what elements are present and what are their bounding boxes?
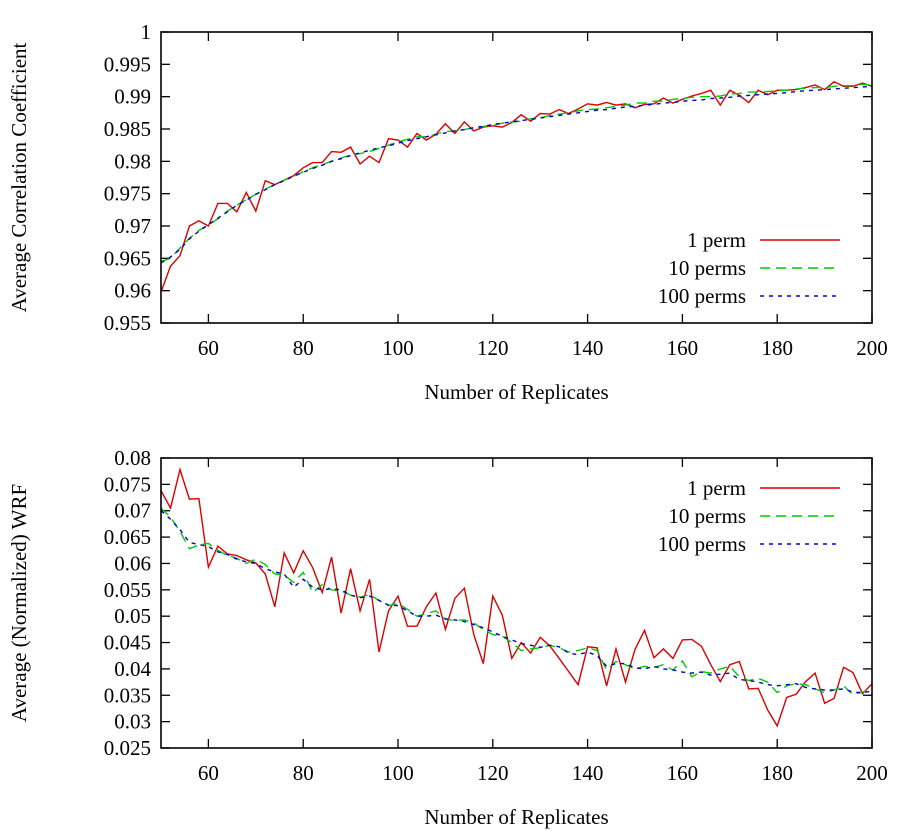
x-tick-label: 180 (761, 761, 793, 785)
y-tick-label: 0.025 (104, 736, 151, 760)
series-line-1-perm (161, 80, 872, 293)
x-tick-label: 60 (198, 761, 219, 785)
legend-label: 10 perms (668, 504, 746, 528)
x-tick-label: 160 (667, 336, 699, 360)
y-tick-label: 0.035 (104, 683, 151, 707)
y-tick-label: 0.97 (114, 214, 151, 238)
y-tick-label: 0.975 (104, 182, 151, 206)
legend-label: 100 perms (658, 532, 746, 556)
y-tick-label: 0.075 (104, 472, 151, 496)
x-tick-label: 60 (198, 336, 219, 360)
x-tick-label: 80 (293, 761, 314, 785)
y-tick-label: 0.045 (104, 631, 151, 655)
y-tick-label: 0.07 (114, 499, 151, 523)
x-axis-title: Number of Replicates (424, 805, 608, 829)
top-chart-correlation: 0.955 0.96 0.965 0.97 0.975 0.98 0.985 0.99 0.99… (7, 20, 888, 404)
legend-label: 1 perm (687, 476, 746, 500)
plot-frame (160, 31, 873, 324)
y-tick-label: 0.96 (114, 279, 151, 303)
series-line-1-perm (161, 467, 872, 728)
series-line-10-perms (161, 83, 872, 263)
legend-label: 100 perms (658, 284, 746, 308)
y-axis-title: Average Correlation Coefficient (7, 42, 31, 312)
x-axis-title: Number of Replicates (424, 380, 608, 404)
y-tick-label: 0.995 (104, 52, 151, 76)
y-tick-label: 0.965 (104, 246, 151, 270)
y-tick-label: 0.955 (104, 311, 151, 335)
y-axis-title: Average (Normalized) WRF (7, 484, 31, 722)
legend-label: 1 perm (687, 228, 746, 252)
y-tick-label: 0.04 (114, 657, 151, 681)
y-tick-label: 1 (141, 20, 152, 44)
x-tick-label: 120 (477, 336, 509, 360)
y-tick-label: 0.99 (114, 85, 151, 109)
x-tick-label: 100 (382, 336, 414, 360)
x-tick-label: 100 (382, 761, 414, 785)
y-tick-label: 0.985 (104, 117, 151, 141)
y-tick-label: 0.05 (114, 604, 151, 628)
legend-label: 10 perms (668, 256, 746, 280)
x-tick-label: 160 (667, 761, 699, 785)
x-tick-label: 140 (572, 336, 604, 360)
y-tick-label: 0.08 (114, 446, 151, 470)
plot-frame (160, 457, 873, 749)
x-tick-label: 180 (761, 336, 793, 360)
x-tick-label: 200 (856, 761, 888, 785)
x-tick-label: 120 (477, 761, 509, 785)
x-tick-label: 140 (572, 761, 604, 785)
series-line-10-perms (161, 507, 872, 696)
y-tick-label: 0.03 (114, 710, 151, 734)
series-line-100-perms (161, 510, 872, 694)
x-tick-label: 200 (856, 336, 888, 360)
series-line-100-perms (161, 85, 872, 264)
y-tick-label: 0.055 (104, 578, 151, 602)
y-tick-label: 0.06 (114, 551, 151, 575)
y-tick-label: 0.98 (114, 149, 151, 173)
y-tick-label: 0.065 (104, 525, 151, 549)
x-tick-label: 80 (293, 336, 314, 360)
